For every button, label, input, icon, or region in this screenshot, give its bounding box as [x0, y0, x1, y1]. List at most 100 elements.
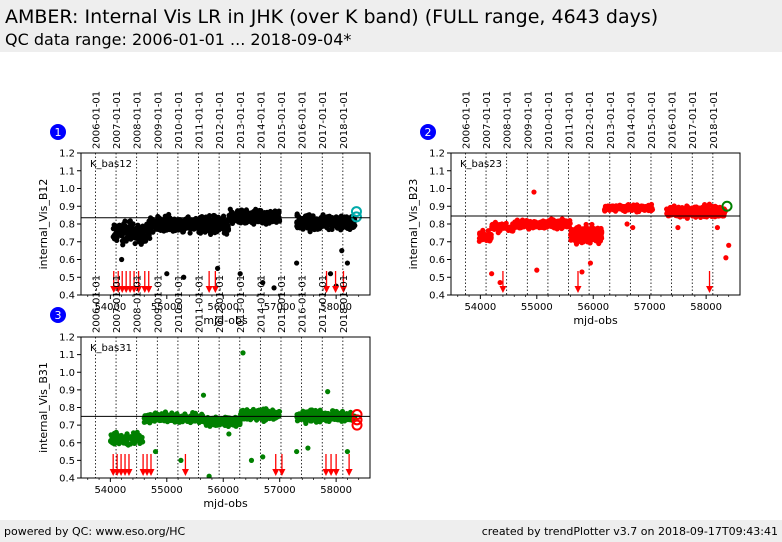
date-tick-label: 2007-01-01: [482, 91, 493, 149]
out-of-range-arrow: [323, 271, 331, 293]
data-point: [577, 227, 583, 233]
date-tick-label: 2016-01-01: [298, 91, 309, 149]
data-point: [151, 220, 157, 226]
outlier-point: [723, 255, 729, 261]
out-of-range-arrow: [332, 271, 340, 293]
data-point: [691, 206, 697, 212]
data-point: [197, 221, 203, 228]
data-point: [598, 234, 605, 241]
data-point: [117, 222, 123, 229]
out-of-range-arrow: [145, 271, 153, 293]
data-point: [179, 226, 185, 232]
data-point: [143, 227, 149, 233]
outlier-point: [587, 260, 594, 266]
data-point: [170, 228, 176, 234]
date-tick-label: 2006-01-01: [91, 275, 102, 333]
x-axis-label: mjd-obs: [573, 314, 618, 327]
y-tick-label: 0.5: [59, 456, 75, 467]
date-tick-label: 2012-01-01: [585, 91, 596, 149]
data-point: [667, 209, 673, 215]
series-label: K_bas23: [460, 159, 502, 170]
date-tick-label: 2013-01-01: [236, 91, 247, 149]
x-tick-label: 56000: [207, 485, 239, 496]
latest-point-marker: [351, 419, 363, 431]
date-tick-label: 2011-01-01: [565, 91, 576, 149]
panel-number-badge: 2: [420, 124, 436, 140]
data-point: [147, 219, 153, 226]
data-point: [544, 219, 550, 225]
y-tick-label: 0.9: [429, 202, 445, 213]
y-tick-label: 0.7: [429, 237, 445, 248]
out-of-range-arrow: [706, 271, 714, 293]
data-point: [168, 417, 174, 423]
y-axis-label: internal_Vis_B31: [37, 362, 50, 453]
x-tick-label: 54000: [94, 302, 126, 313]
outlier-point: [294, 260, 300, 266]
out-of-range-arrow: [339, 271, 347, 293]
data-point: [629, 203, 636, 209]
data-point: [305, 411, 311, 417]
data-point: [339, 418, 345, 424]
data-point: [685, 211, 691, 217]
data-point: [111, 222, 117, 228]
date-tick-label: 2018-01-01: [709, 91, 720, 149]
y-tick-label: 0.6: [429, 255, 445, 266]
data-point: [207, 423, 213, 429]
data-point: [342, 412, 348, 418]
x-tick-label: 58000: [320, 302, 352, 313]
data-point: [132, 432, 138, 439]
data-point: [181, 221, 187, 227]
data-point: [595, 231, 601, 237]
x-tick-label: 55000: [521, 302, 553, 313]
data-point: [266, 220, 272, 226]
x-tick-label: 54000: [464, 302, 496, 313]
data-point: [634, 202, 640, 208]
y-tick-label: 0.4: [429, 291, 445, 302]
data-point: [307, 407, 314, 413]
data-point: [647, 206, 653, 212]
date-tick-label: 2015-01-01: [647, 91, 658, 149]
out-of-range-arrow: [278, 454, 286, 476]
date-tick-label: 2009-01-01: [153, 275, 164, 333]
data-point: [490, 225, 496, 231]
data-point: [294, 211, 300, 217]
data-point: [297, 221, 303, 228]
outlier-point: [714, 224, 721, 231]
date-tick-label: 2014-01-01: [626, 91, 637, 149]
y-tick-label: 0.8: [429, 220, 445, 231]
data-point: [123, 439, 129, 445]
footer-creation-info: created by trendPlotter v3.7 on 2018-09-…: [481, 525, 778, 538]
data-point: [684, 203, 690, 209]
chart-panel-3: 2006-01-01 2007-01-01 2008-01-01 2009-01-01…: [37, 275, 371, 510]
y-tick-label: 0.9: [59, 385, 75, 396]
data-point: [335, 217, 341, 223]
y-tick-label: 0.5: [59, 273, 75, 284]
outlier-point: [164, 271, 170, 277]
data-point: [553, 219, 559, 225]
data-point: [246, 410, 252, 417]
y-tick-label: 0.7: [59, 237, 75, 248]
date-tick-label: 2007-01-01: [112, 91, 123, 149]
data-point: [303, 415, 309, 421]
data-point: [638, 206, 645, 212]
data-point: [347, 417, 353, 423]
date-tick-label: 2018-01-01: [339, 91, 350, 149]
data-point: [114, 431, 120, 438]
y-tick-label: 0.9: [59, 202, 75, 213]
data-point: [144, 232, 151, 238]
header-bar: AMBER: Internal Vis LR in JHK (over K ba…: [0, 0, 782, 52]
date-tick-label: 2012-01-01: [215, 275, 226, 333]
data-point: [217, 220, 223, 226]
data-point: [271, 209, 277, 215]
outlier-point: [119, 256, 125, 263]
y-tick-label: 0.4: [59, 291, 75, 302]
data-point: [548, 221, 554, 227]
footer-credit: powered by QC: www.eso.org/HC: [4, 525, 186, 538]
data-point: [221, 220, 227, 226]
chart-panel-1: 2006-01-01 2007-01-01 2008-01-01 2009-01-01…: [37, 91, 371, 327]
latest-point-marker: [351, 414, 363, 426]
data-point: [136, 239, 142, 245]
data-point: [676, 207, 682, 213]
data-point: [132, 240, 138, 247]
data-point: [124, 431, 130, 437]
